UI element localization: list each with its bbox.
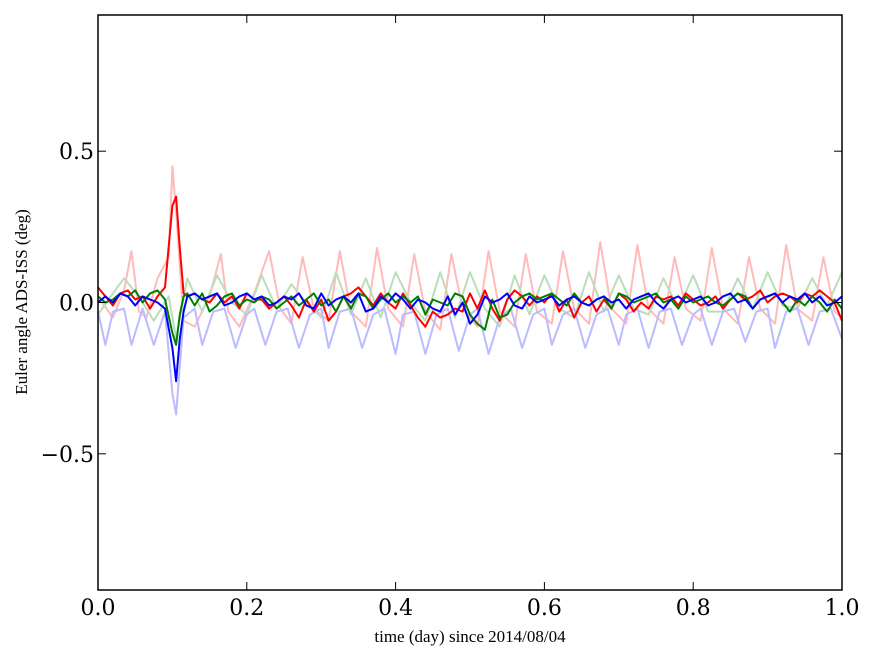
- tick-layer: 0.0 0.2 0.4 0.6 0.8 1.0 0.5 0.0 −0.5: [41, 15, 860, 621]
- series-line-0: [97, 165, 843, 331]
- y-tick-label: −0.5: [41, 443, 94, 468]
- series-line-3: [97, 195, 843, 328]
- y-tick-label: 0.0: [59, 292, 94, 317]
- x-axis-label: time (day) since 2014/08/04: [374, 627, 566, 646]
- x-tick-label: 0.0: [81, 596, 116, 621]
- y-tick-label: 0.5: [59, 140, 94, 165]
- series-line-1: [97, 271, 843, 340]
- x-tick-label: 0.8: [676, 596, 711, 621]
- x-tick-label: 0.6: [527, 596, 562, 621]
- x-tick-label: 1.0: [825, 596, 860, 621]
- y-axis-label: Euler angle ADS-ISS (deg): [12, 209, 31, 395]
- series-layer: [97, 165, 843, 416]
- series-line-5: [97, 292, 843, 383]
- x-tick-label: 0.4: [378, 596, 413, 621]
- x-tick-label: 0.2: [229, 596, 264, 621]
- series-line-2: [97, 307, 843, 416]
